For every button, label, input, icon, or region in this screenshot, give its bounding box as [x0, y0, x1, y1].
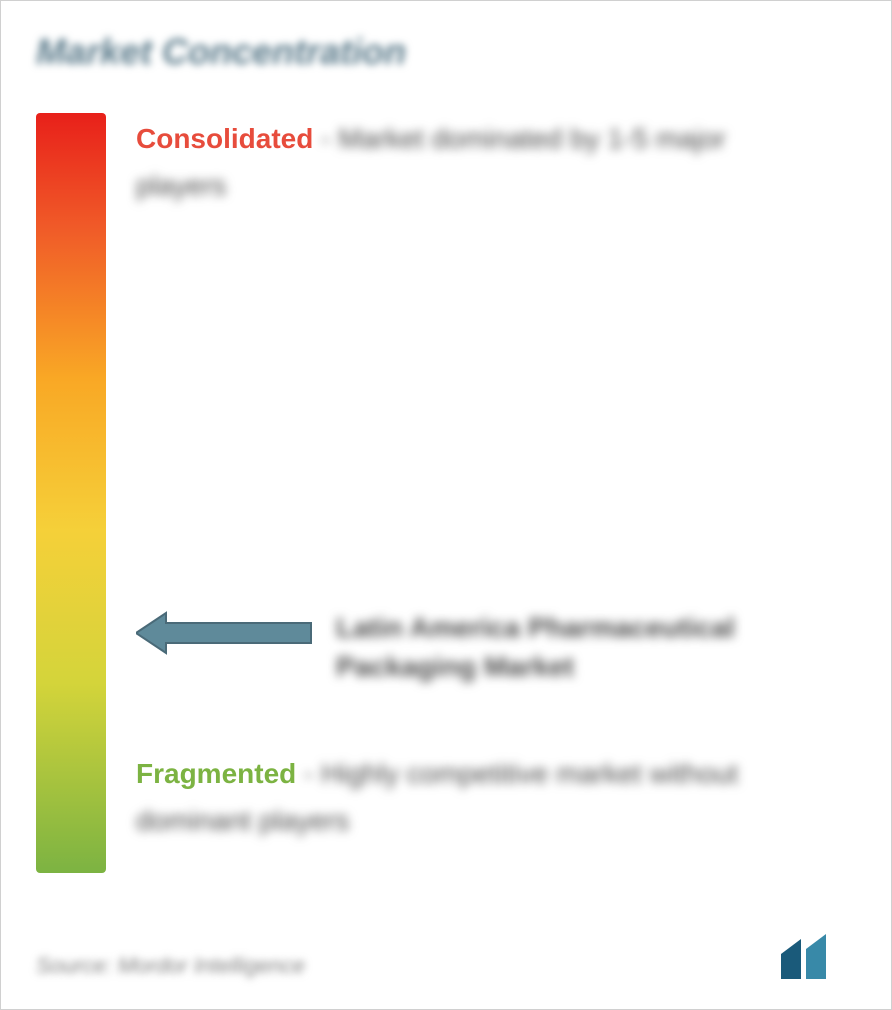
consolidated-description-line2: players: [136, 170, 856, 202]
logo-icon: [776, 934, 856, 984]
arrow-left-icon: [136, 608, 316, 658]
consolidated-line: Consolidated - Market dominated by 1-5 m…: [136, 118, 856, 160]
consolidated-section: Consolidated - Market dominated by 1-5 m…: [136, 118, 856, 202]
page-title: Market Concentration: [36, 31, 856, 73]
source-attribution: Source: Mordor Intelligence: [36, 953, 305, 979]
fragmented-label: Fragmented: [136, 758, 296, 789]
infographic-container: Market Concentration Consolidated - Mark…: [0, 0, 892, 1010]
text-column: Consolidated - Market dominated by 1-5 m…: [136, 113, 856, 893]
concentration-gradient-bar: [36, 113, 106, 873]
fragmented-description: - Highly competitive market without: [304, 758, 738, 789]
fragmented-line: Fragmented - Highly competitive market w…: [136, 753, 856, 795]
consolidated-label: Consolidated: [136, 123, 313, 154]
brand-logo: [776, 934, 856, 989]
consolidated-description: - Market dominated by 1-5 major: [321, 123, 726, 154]
fragmented-description-line2: dominant players: [136, 805, 856, 837]
market-name: Latin America Pharmaceutical Packaging M…: [336, 608, 816, 686]
fragmented-section: Fragmented - Highly competitive market w…: [136, 753, 856, 837]
arrow-indicator-section: Latin America Pharmaceutical Packaging M…: [136, 608, 816, 686]
content-area: Consolidated - Market dominated by 1-5 m…: [36, 113, 856, 893]
